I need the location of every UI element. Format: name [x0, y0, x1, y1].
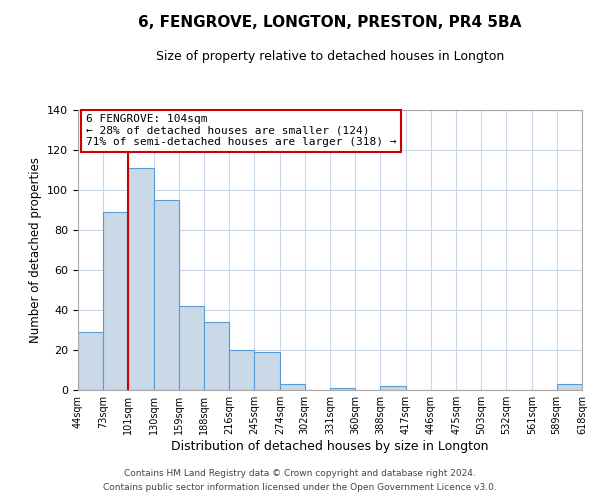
Bar: [205, 322, 229, 390]
Bar: [128, 168, 154, 390]
Bar: [179, 306, 205, 390]
Bar: [557, 384, 582, 390]
Text: 6, FENGROVE, LONGTON, PRESTON, PR4 5BA: 6, FENGROVE, LONGTON, PRESTON, PR4 5BA: [139, 15, 521, 30]
Bar: [154, 200, 179, 390]
Bar: [229, 350, 254, 390]
Bar: [380, 386, 406, 390]
Y-axis label: Number of detached properties: Number of detached properties: [29, 157, 41, 343]
Bar: [330, 388, 355, 390]
Text: 6 FENGROVE: 104sqm
← 28% of detached houses are smaller (124)
71% of semi-detach: 6 FENGROVE: 104sqm ← 28% of detached hou…: [86, 114, 397, 147]
Bar: [254, 352, 280, 390]
Bar: [280, 384, 305, 390]
Text: Size of property relative to detached houses in Longton: Size of property relative to detached ho…: [156, 50, 504, 63]
Text: Contains public sector information licensed under the Open Government Licence v3: Contains public sector information licen…: [103, 484, 497, 492]
Bar: [103, 212, 128, 390]
X-axis label: Distribution of detached houses by size in Longton: Distribution of detached houses by size …: [171, 440, 489, 453]
Text: Contains HM Land Registry data © Crown copyright and database right 2024.: Contains HM Land Registry data © Crown c…: [124, 468, 476, 477]
Bar: [78, 332, 103, 390]
